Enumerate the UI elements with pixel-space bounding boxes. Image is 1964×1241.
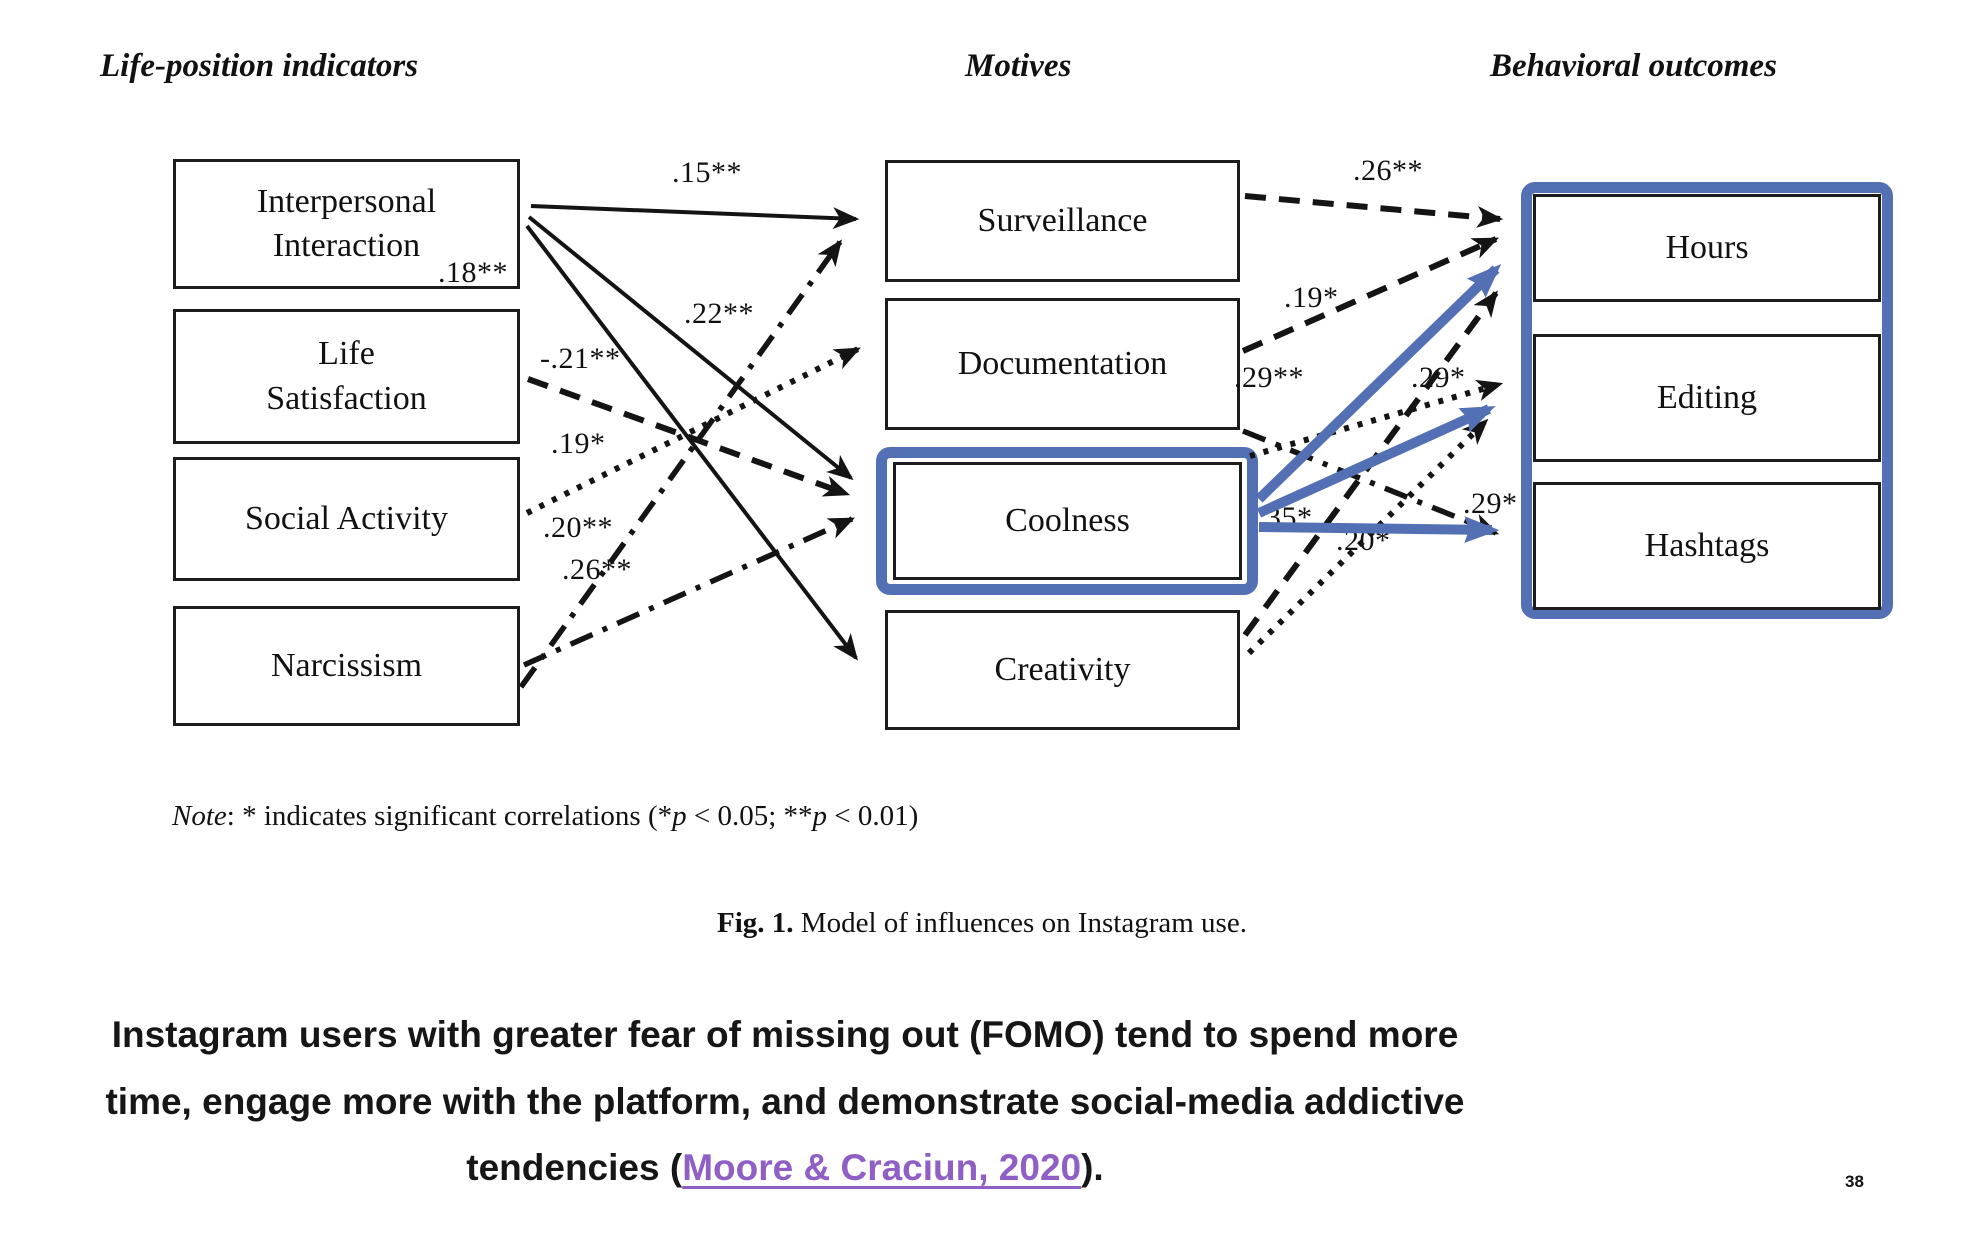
box-life-satisfaction: Life Satisfaction: [173, 309, 520, 444]
figure-note: Note: * indicates significant correlatio…: [172, 800, 918, 833]
coef-documentation-hashtags: .29*: [1463, 487, 1518, 520]
box-hours: Hours: [1533, 194, 1881, 302]
coef-interpersonal-creativity: .18**: [438, 256, 508, 289]
box-documentation: Documentation: [885, 298, 1240, 430]
box-editing: Editing: [1533, 334, 1881, 462]
coef-socialactivity-documentation: .19*: [551, 427, 606, 460]
header-motives: Motives: [965, 48, 1072, 84]
note-p-2: p: [812, 800, 828, 832]
note-p-1: p: [672, 800, 687, 832]
figure-caption: Fig. 1. Model of influences on Instagram…: [0, 907, 1964, 940]
coef-narcissism-coolness: .26**: [562, 553, 632, 586]
coef-coolness-hashtags: .35*: [1258, 501, 1313, 534]
coef-creativity-editing: .20*: [1336, 524, 1391, 557]
page-number: 38: [1845, 1172, 1864, 1191]
box-surveillance: Surveillance: [885, 160, 1240, 282]
box-creativity: Creativity: [885, 610, 1240, 730]
coef-documentation-editing: .29**: [1234, 361, 1304, 394]
note-text-2: < 0.05; **: [686, 800, 813, 832]
box-interpersonal-interaction: Interpersonal Interaction: [173, 159, 520, 289]
citation-link[interactable]: Moore & Craciun, 2020: [682, 1147, 1082, 1189]
coef-interpersonal-coolness: .22**: [684, 297, 754, 330]
arrow-narcissism-surveillance: [518, 239, 843, 689]
coef-lifesatisfaction-coolness: -.21**: [540, 342, 621, 375]
header-behavioral-outcomes: Behavioral outcomes: [1490, 48, 1777, 84]
note-text-3: < 0.01): [827, 800, 919, 832]
note-word: Note: [172, 800, 227, 832]
summary-text-end: ).: [1081, 1147, 1104, 1189]
arrow-creativity-hours: [1242, 290, 1499, 637]
header-life-position-indicators: Life-position indicators: [100, 48, 419, 84]
arrow-interpersonal-surveillance: [530, 204, 860, 230]
summary-text: Instagram users with greater fear of mis…: [105, 1014, 1465, 1189]
figure-caption-text: Model of influences on Instagram use.: [793, 907, 1247, 939]
coef-narcissism-surveillance: .20**: [543, 511, 613, 544]
arrow-documentation-hours: [1241, 236, 1500, 354]
summary-paragraph: Instagram users with greater fear of mis…: [75, 1002, 1495, 1202]
figure-caption-label: Fig. 1.: [717, 907, 794, 939]
box-narcissism: Narcissism: [173, 606, 520, 726]
box-hashtags: Hashtags: [1533, 482, 1881, 610]
arrow-coolness-editing: [1256, 404, 1496, 518]
coef-documentation-hours: .19*: [1284, 281, 1339, 314]
box-social-activity: Social Activity: [173, 457, 520, 581]
coef-surveillance-hours: .26**: [1353, 154, 1423, 187]
coef-interpersonal-surveillance: .15**: [672, 156, 742, 189]
coef-creativity-hours: .29*: [1411, 361, 1466, 394]
box-coolness: Coolness: [893, 462, 1242, 580]
arrow-surveillance-hours: [1244, 193, 1504, 228]
note-text-1: : * indicates significant correlations (…: [226, 800, 673, 832]
